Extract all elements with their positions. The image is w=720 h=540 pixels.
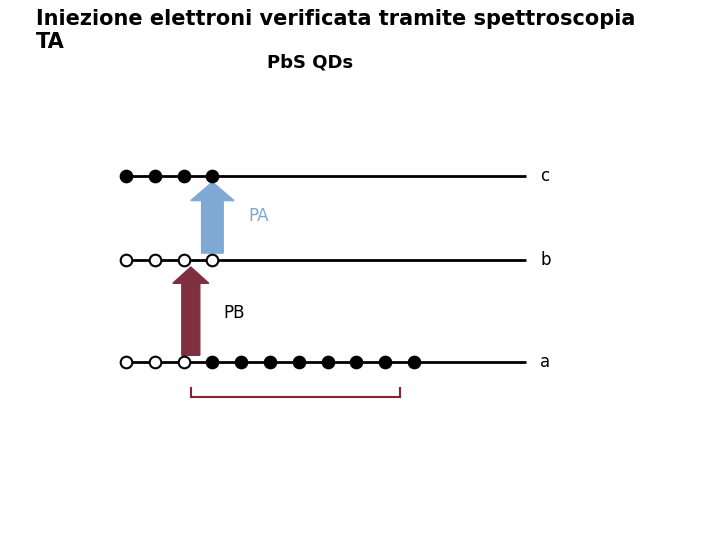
Point	[120, 172, 132, 181]
Text: b: b	[540, 251, 551, 269]
Text: 22 Settembre 2015: 22 Settembre 2015	[392, 497, 493, 507]
Point	[178, 172, 189, 181]
Text: Pagina 22: Pagina 22	[618, 497, 670, 507]
Point	[293, 358, 305, 367]
Text: c: c	[540, 167, 549, 185]
Point	[149, 358, 161, 367]
Point	[149, 172, 161, 181]
Point	[149, 256, 161, 265]
Text: Spettroscopia ultraveloce applicata a materiali
nanocompositi di interesse per i: Spettroscopia ultraveloce applicata a ma…	[126, 474, 371, 511]
Text: PA: PA	[248, 207, 269, 225]
Point	[235, 358, 247, 367]
Point	[178, 358, 189, 367]
Point	[264, 358, 276, 367]
Text: PB: PB	[223, 305, 245, 322]
FancyArrow shape	[173, 267, 209, 355]
Point	[379, 358, 391, 367]
Point	[322, 358, 333, 367]
Text: PbS QDs: PbS QDs	[266, 53, 353, 71]
Text: Iniezione elettroni verificata tramite spettroscopia
TA: Iniezione elettroni verificata tramite s…	[36, 9, 635, 52]
Point	[207, 172, 218, 181]
Point	[120, 256, 132, 265]
Point	[207, 358, 218, 367]
Point	[408, 358, 420, 367]
Point	[120, 358, 132, 367]
Point	[207, 256, 218, 265]
FancyArrow shape	[191, 182, 234, 253]
Point	[351, 358, 362, 367]
Text: a: a	[540, 353, 550, 371]
Point	[178, 256, 189, 265]
